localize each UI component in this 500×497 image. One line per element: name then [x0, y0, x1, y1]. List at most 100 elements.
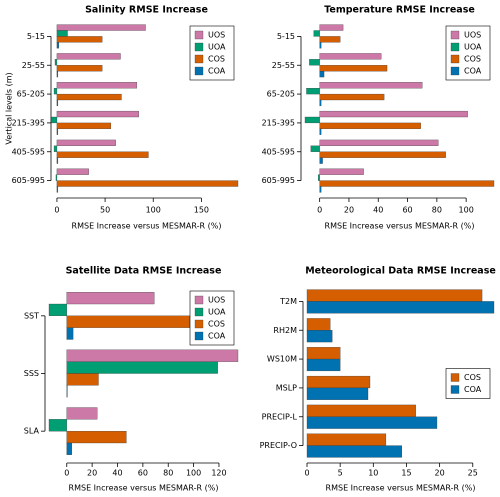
legend-label: UOA: [208, 43, 226, 52]
bar: [56, 24, 146, 31]
bar: [56, 186, 59, 193]
x-tick-label: 100: [146, 206, 161, 215]
bar: [306, 318, 331, 331]
x-tick-label: 0: [54, 206, 59, 215]
legend-swatch: [450, 385, 460, 394]
bar: [56, 93, 122, 101]
bar: [66, 373, 99, 386]
y-tick-label: SSS: [24, 369, 39, 378]
legend-label: COS: [208, 55, 225, 64]
chart-title: Temperature RMSE Increase: [324, 5, 475, 16]
bar: [306, 289, 483, 302]
x-tick-label: 150: [194, 206, 209, 215]
legend-label: UOS: [464, 31, 481, 40]
x-tick-label: 15: [401, 469, 411, 478]
y-tick-label: 65-205: [17, 90, 45, 99]
bar: [313, 30, 320, 37]
x-tick-label: 5: [338, 469, 343, 478]
x-axis-label: RMSE Increase versus MESMAR-R (%): [72, 222, 222, 231]
y-tick-label: 65-205: [267, 90, 295, 99]
legend-label: COA: [208, 67, 226, 76]
legend-label: COS: [208, 320, 225, 329]
bar: [319, 42, 322, 49]
bar: [66, 292, 155, 305]
bar: [56, 99, 59, 107]
y-tick-label: 5-15: [277, 32, 295, 41]
x-tick-label: 80: [163, 469, 173, 478]
legend-swatch: [194, 295, 204, 305]
bar: [319, 151, 446, 158]
bar: [319, 128, 322, 135]
y-tick-label: 25-55: [272, 61, 295, 70]
y-tick-label: T2M: [279, 297, 297, 306]
legend-swatch: [194, 54, 204, 64]
x-tick-label: 10: [368, 469, 378, 478]
legend-swatch: [450, 30, 460, 40]
bar: [66, 385, 68, 398]
bar: [66, 361, 218, 374]
bar: [50, 116, 58, 124]
legend-swatch: [194, 307, 204, 317]
chart-title: Meteorological Data RMSE Increase: [305, 266, 496, 277]
legend-label: COS: [464, 373, 481, 382]
bar: [56, 30, 68, 37]
x-tick-label: 80: [432, 206, 442, 215]
x-tick-label: 0: [304, 469, 309, 478]
x-tick-label: 60: [138, 469, 148, 478]
bar: [319, 93, 385, 101]
bar: [56, 71, 59, 78]
bar: [319, 36, 341, 43]
legend-swatch: [450, 54, 460, 64]
y-tick-label: SST: [24, 311, 39, 320]
bar: [319, 99, 322, 107]
legend-swatch: [194, 42, 204, 52]
y-tick-label: 405-595: [12, 147, 45, 156]
bar: [309, 59, 320, 66]
x-tick-label: 20: [435, 469, 445, 478]
bar: [56, 180, 239, 187]
bar: [318, 174, 320, 181]
x-tick-label: 0: [317, 206, 322, 215]
legend-label: COA: [208, 332, 226, 341]
bar: [319, 82, 423, 89]
bar: [310, 145, 320, 152]
bar: [56, 42, 60, 49]
bar: [319, 157, 323, 164]
bar: [56, 53, 121, 60]
x-tick-label: 40: [373, 206, 383, 215]
bar: [319, 139, 439, 146]
bar: [306, 375, 371, 389]
bar: [48, 419, 67, 432]
bar: [306, 433, 387, 446]
bar: [66, 315, 190, 328]
y-tick-label: 405-595: [262, 147, 295, 156]
x-tick-label: 120: [211, 469, 226, 478]
bar: [66, 327, 74, 340]
y-tick-label: 215-395: [262, 118, 295, 127]
y-axis-label: Vertical levels (m): [5, 72, 14, 144]
bar: [56, 36, 103, 43]
bar: [319, 53, 382, 60]
x-tick-label: 25: [468, 469, 478, 478]
bar: [54, 59, 58, 66]
x-tick-label: 50: [100, 206, 110, 215]
x-tick-label: 40: [112, 469, 122, 478]
bar: [56, 128, 59, 135]
legend-label: UOA: [464, 43, 482, 52]
y-tick-label: 605-995: [262, 176, 295, 185]
bar: [319, 65, 388, 72]
y-tick-label: MSLP: [276, 383, 297, 392]
x-axis-label: RMSE Increase versus MESMAR-R (%): [326, 484, 476, 493]
chart-title: Salinity RMSE Increase: [85, 5, 208, 16]
legend-swatch: [194, 319, 204, 329]
x-axis-label: RMSE Increase versus MESMAR-R (%): [325, 222, 475, 231]
bar: [53, 88, 58, 95]
bar: [56, 82, 138, 89]
bar: [319, 110, 468, 118]
bar: [319, 186, 322, 193]
bar: [306, 88, 320, 95]
bar: [55, 174, 58, 181]
bar: [56, 151, 149, 158]
bar: [66, 349, 239, 362]
bar: [319, 122, 421, 129]
